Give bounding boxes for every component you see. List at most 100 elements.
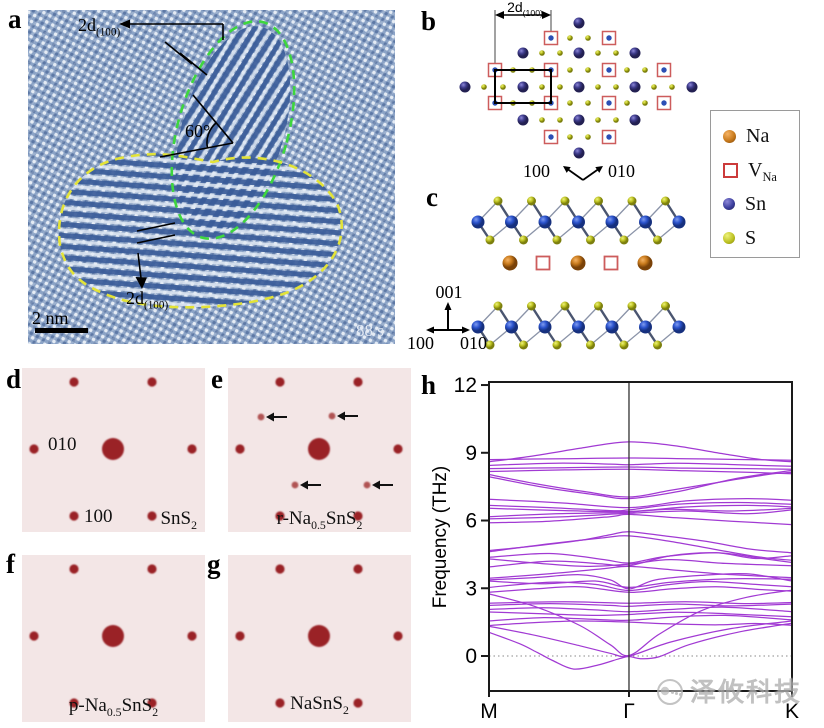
- sn-atom: [639, 320, 652, 334]
- dim-top-annotation: [127, 23, 224, 76]
- na-atom: [570, 255, 586, 271]
- panel-b-label: b: [421, 6, 437, 36]
- diffraction-spot: [69, 564, 79, 574]
- y-axis-title: Frequency (THz): [432, 466, 451, 609]
- panel-e-label: e: [211, 364, 223, 394]
- hrtem-texture: [28, 10, 395, 344]
- sn-atom: [605, 215, 619, 229]
- sn-dot: [606, 100, 612, 106]
- na-atom: [637, 255, 653, 271]
- axis-100-label-b: 100: [523, 161, 550, 181]
- diffraction-spot: [29, 444, 39, 454]
- diffraction-spot: [353, 564, 363, 574]
- diffraction-spot: [393, 631, 403, 641]
- dim-arrowhead-left: [495, 11, 504, 19]
- s-atom: [627, 301, 637, 311]
- axis-001-label: 001: [435, 282, 463, 302]
- legend-label-s: S: [745, 226, 757, 249]
- s-atom: [539, 117, 545, 123]
- sn-atom: [573, 47, 585, 59]
- sn-atom: [459, 81, 471, 93]
- s-atom: [527, 301, 536, 311]
- scale-bar-text: 2 nm: [32, 308, 69, 328]
- diffraction-spots: [228, 555, 411, 722]
- phonon-band: [488, 513, 793, 526]
- axis-010-label-c: 010: [460, 333, 487, 353]
- phonon-band: [488, 565, 793, 579]
- diffraction-spot: [235, 444, 245, 454]
- structure-side-view: [471, 196, 686, 350]
- angle-text: 60°: [185, 121, 211, 141]
- s-atom: [619, 340, 629, 350]
- diffraction-spot: [235, 631, 245, 641]
- sn-atom: [573, 81, 585, 93]
- diffraction-panel-sns2: 010 100 SnS2: [22, 368, 205, 532]
- s-atom: [539, 50, 545, 56]
- dim-top-arrowhead: [119, 19, 130, 29]
- s-atom: [627, 196, 637, 206]
- diffraction-spots: [228, 368, 411, 532]
- sn-atom: [471, 320, 485, 334]
- diffraction-panel-r-na05sns2: r-Na0.5SnS2: [228, 368, 411, 532]
- phonon-band: [488, 622, 793, 670]
- sn-atom: [517, 81, 529, 93]
- sn-atom: [505, 215, 518, 229]
- s-atom: [669, 84, 675, 90]
- phonon-band: [488, 606, 793, 613]
- sn-dot: [606, 67, 612, 73]
- sn-dot: [661, 100, 667, 106]
- diffraction-spot: [29, 631, 39, 641]
- plot-frame: [488, 381, 793, 692]
- diffraction-spot: [275, 377, 285, 387]
- legend-label-na: Na: [746, 124, 770, 147]
- na-vacancy: [535, 255, 551, 271]
- legend-item-vna: VNa: [723, 153, 799, 187]
- superlattice-spot: [363, 481, 371, 489]
- s-atom: [560, 301, 570, 311]
- diffraction-spots: [22, 368, 205, 532]
- s-atom: [651, 84, 657, 90]
- panel-d-label: d: [6, 364, 22, 394]
- phonon-band: [488, 497, 793, 509]
- panel-f-label: f: [6, 549, 15, 579]
- y-tick-label: 12: [454, 374, 477, 397]
- diffraction-spot: [353, 377, 363, 387]
- dim-guides: [494, 10, 552, 63]
- s-atom: [613, 50, 619, 56]
- sn-atom: [573, 114, 585, 126]
- phonon-band: [488, 504, 793, 513]
- s-atom: [557, 50, 563, 56]
- s-atom: [586, 235, 595, 245]
- central-spot: [308, 438, 330, 460]
- sn-atom: [538, 215, 552, 229]
- sn-atom: [517, 47, 529, 59]
- sn-atom: [471, 215, 485, 229]
- sn-atom: [629, 81, 641, 93]
- sn-dot: [548, 35, 554, 41]
- sn-atom: [572, 320, 585, 334]
- axis-arrows-b: [563, 166, 603, 181]
- s-atom: [557, 117, 563, 123]
- s-atom: [585, 35, 591, 41]
- sn-dot: [606, 35, 612, 41]
- phonon-band: [488, 531, 793, 554]
- phonon-band: [488, 462, 793, 467]
- phonon-band: [488, 552, 793, 568]
- s-atom: [567, 134, 573, 140]
- s-atom: [585, 100, 591, 106]
- phonon-band: [488, 509, 793, 520]
- diffraction-spots: [22, 555, 205, 722]
- s-atom: [585, 134, 591, 140]
- diffraction-spot: [353, 698, 363, 708]
- s-atom: [661, 301, 670, 311]
- s-atom: [567, 100, 573, 106]
- y-tick-label: 0: [465, 645, 477, 668]
- dim-bottom-arrowhead: [135, 277, 147, 289]
- phonon-band: [488, 585, 793, 593]
- vna-square-icon: [723, 162, 738, 178]
- scale-bar: [35, 328, 88, 333]
- s-atom: [594, 196, 603, 206]
- diffraction-spot: [275, 564, 285, 574]
- s-atom: [527, 196, 536, 206]
- sn-atom: [605, 320, 619, 334]
